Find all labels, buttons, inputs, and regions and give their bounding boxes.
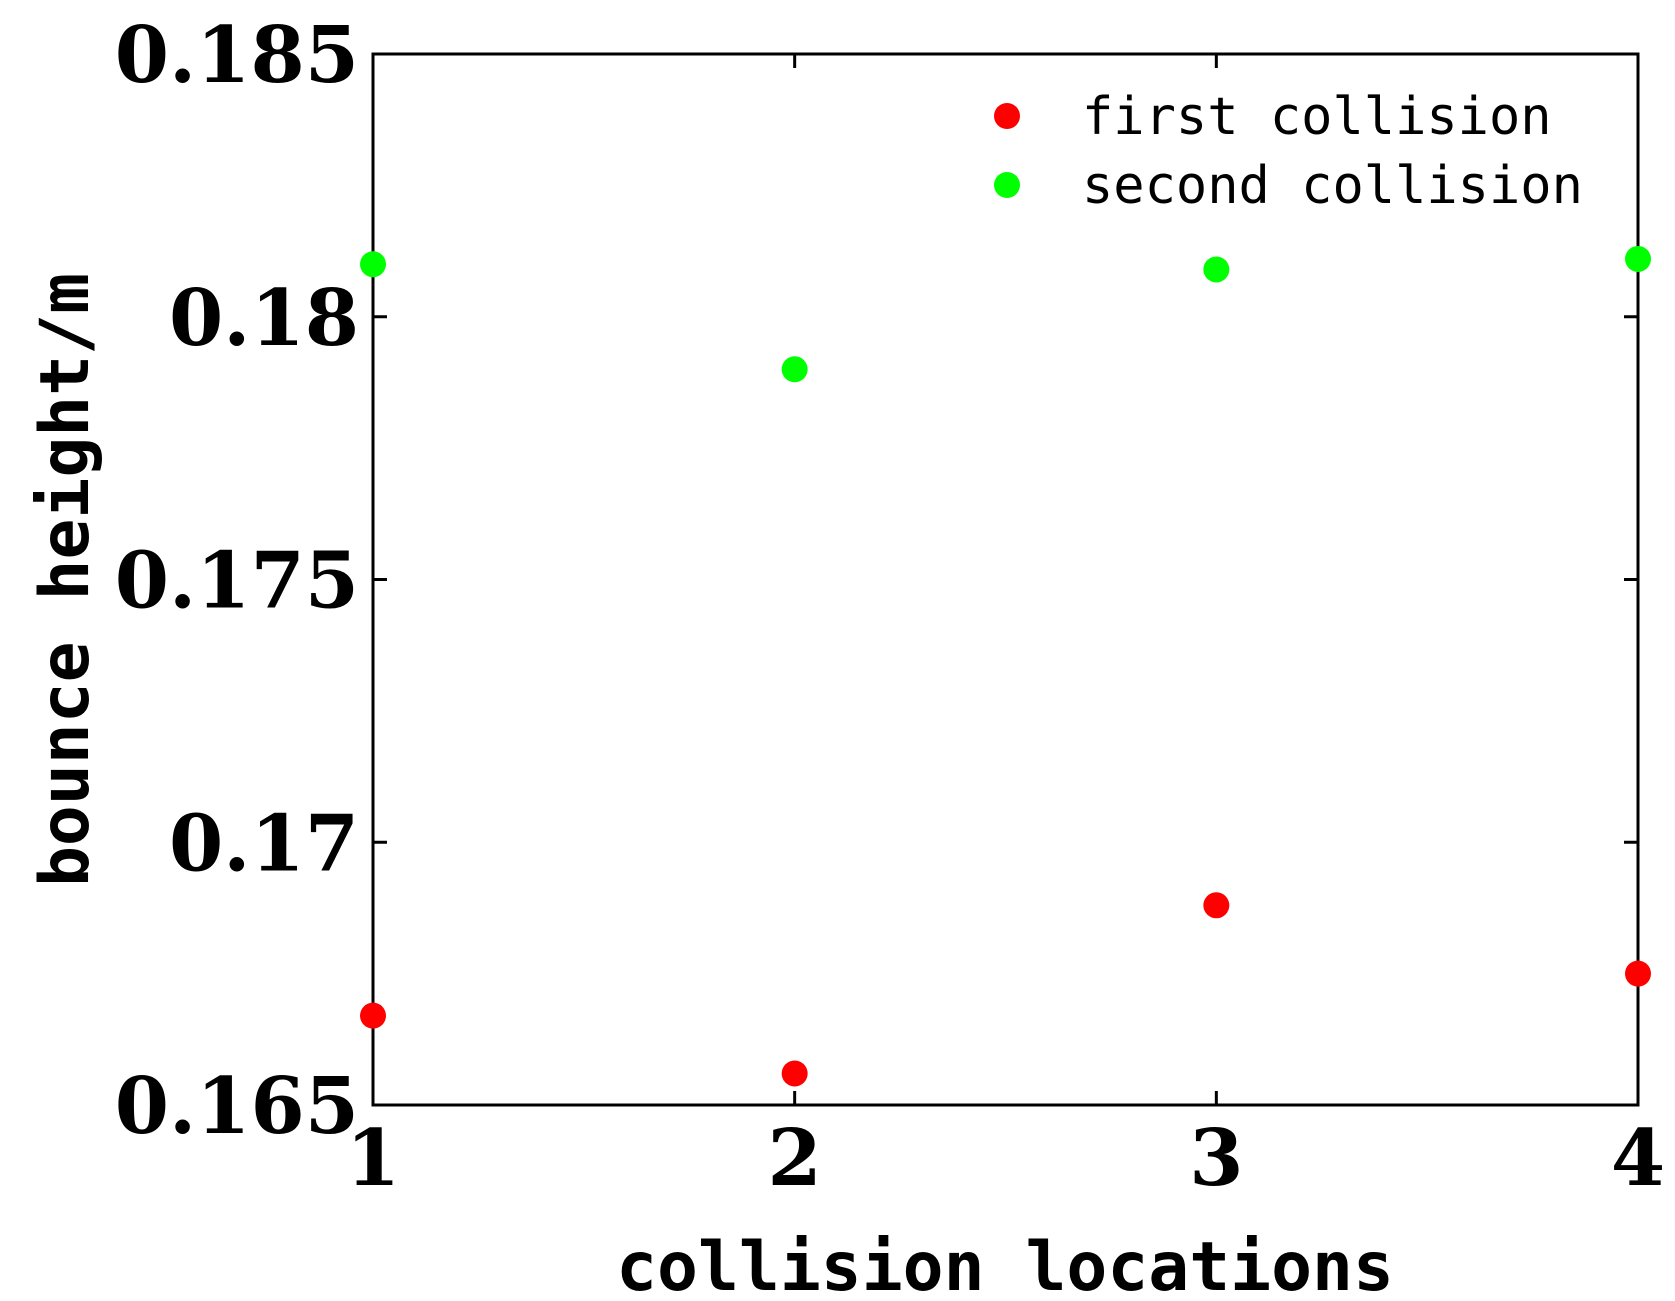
y-axis-label: bounce height/m — [26, 273, 105, 887]
y-tick-label: 0.185 — [115, 10, 359, 101]
first-collision-point — [360, 1002, 386, 1029]
plot-area — [371, 52, 1640, 1107]
axis-ticks — [371, 52, 1640, 1107]
data-points — [360, 245, 1651, 1087]
second-collision-point — [360, 251, 386, 278]
y-tick-label: 0.175 — [115, 536, 359, 627]
x-tick-label: 4 — [1611, 1113, 1665, 1204]
second-collision-point — [1203, 256, 1230, 283]
y-tick-label: 0.165 — [115, 1061, 359, 1152]
first-collision-point — [1203, 892, 1230, 919]
second-collision-point — [1625, 245, 1651, 272]
x-tick-label: 1 — [346, 1113, 400, 1204]
legend-entry: second collision — [1082, 156, 1583, 216]
second-collision-point — [781, 356, 808, 383]
legend-marker — [994, 172, 1020, 198]
legend-marker — [994, 103, 1020, 129]
tick-labels: 1 2 3 4 0.165 0.17 0.175 0.18 0.185 — [115, 10, 1665, 1204]
first-collision-point — [781, 1060, 808, 1087]
x-axis-label: collision locations — [616, 1228, 1394, 1301]
y-tick-label: 0.17 — [169, 798, 359, 889]
x-tick-label: 3 — [1189, 1113, 1243, 1204]
y-tick-label: 0.18 — [169, 273, 359, 364]
x-tick-label: 2 — [768, 1113, 822, 1204]
legend-entry: first collision — [1082, 87, 1552, 147]
legend: first collision second collision — [994, 87, 1583, 216]
first-collision-point — [1625, 960, 1651, 987]
